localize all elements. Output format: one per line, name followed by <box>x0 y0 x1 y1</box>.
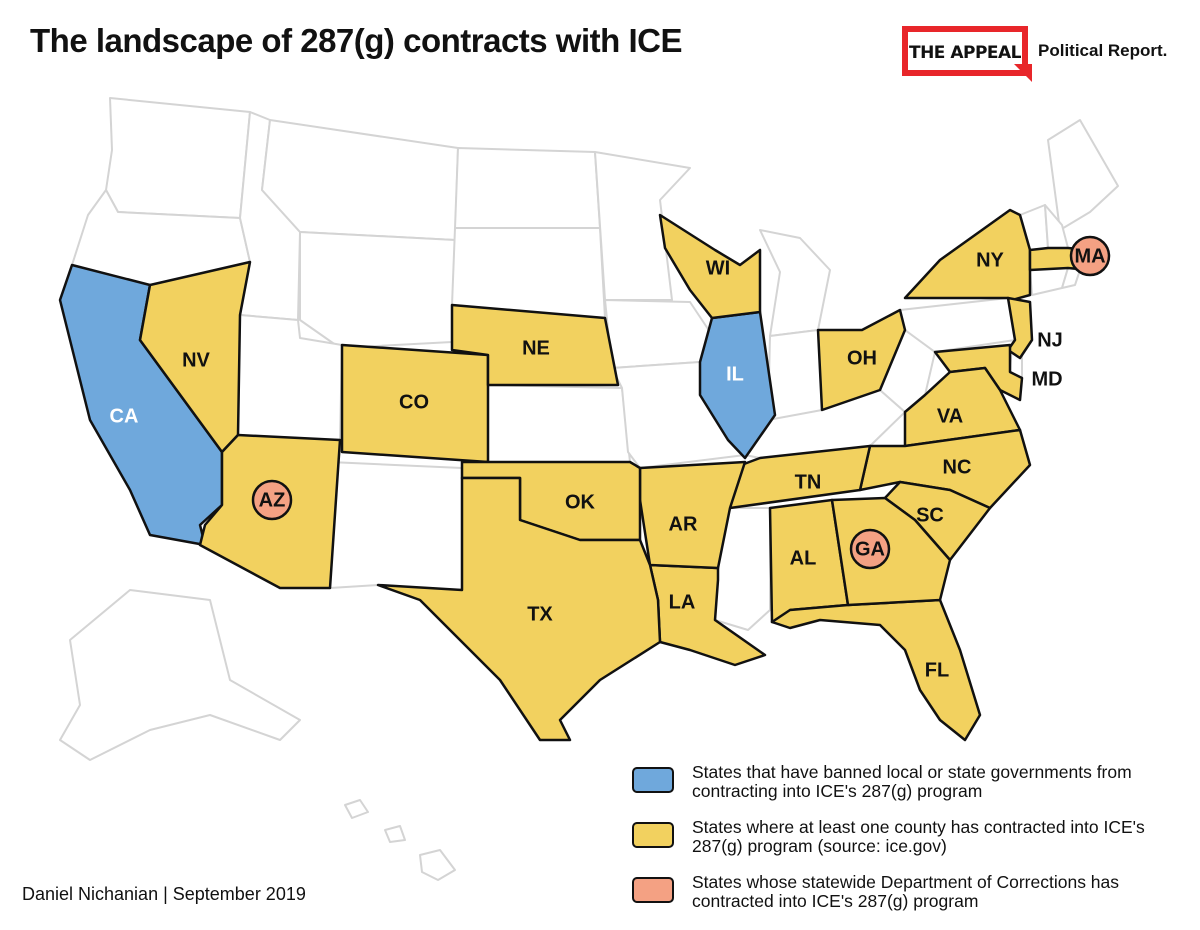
map-states <box>58 208 1092 742</box>
state-label-ga: GA <box>855 538 885 560</box>
legend-item-county: States where at least one county has con… <box>632 817 1192 874</box>
legend-text-county: States where at least one county has con… <box>692 817 1145 856</box>
state-label-al: AL <box>790 547 817 569</box>
map-labels: CA IL NV CO NE WI OH NY NJ MD VA NC TN SC AL FL LA AR OK TX… <box>110 245 1106 681</box>
state-label-ca: CA <box>110 405 139 427</box>
state-label-nc: NC <box>943 456 972 478</box>
state-shape-mt <box>261 119 459 241</box>
brand-subtitle: Political Report. <box>1038 41 1168 60</box>
state-label-ar: AR <box>669 513 698 535</box>
state-shape-nd <box>454 147 601 229</box>
statewide-marker-ga <box>849 528 891 570</box>
statewide-marker-az <box>251 479 293 521</box>
state-shape-ny <box>903 208 1032 302</box>
state-label-ny: NY <box>976 249 1004 271</box>
legend-text-banned: States that have banned local or state g… <box>692 762 1132 801</box>
state-shape-ks <box>487 384 631 463</box>
legend-text-statewide: States whose statewide Department of Cor… <box>692 872 1120 911</box>
state-label-co: CO <box>399 391 429 413</box>
brand-logo-box: THE APPEAL <box>902 26 1028 76</box>
legend-swatch-banned <box>632 767 674 793</box>
state-shape-wy <box>299 231 456 349</box>
state-label-wi: WI <box>706 257 730 279</box>
state-label-ma: MA <box>1074 245 1105 267</box>
state-label-oh: OH <box>847 347 877 369</box>
state-label-tx: TX <box>527 603 553 625</box>
map-statewide-circles <box>251 235 1111 570</box>
legend-item-statewide: States whose statewide Department of Cor… <box>632 872 1192 929</box>
state-shape-ne <box>450 303 620 387</box>
state-shape-hi <box>344 799 456 881</box>
state-label-ok: OK <box>565 491 596 513</box>
state-shape-ak <box>59 589 301 761</box>
state-shape-ct <box>1029 267 1069 296</box>
credit-line: Daniel Nichanian | September 2019 <box>22 884 306 904</box>
state-label-la: LA <box>669 591 696 613</box>
state-shape-wi <box>658 213 762 320</box>
state-shape-ga <box>830 496 952 607</box>
legend-swatch-statewide <box>632 877 674 903</box>
state-shape-tx <box>376 476 662 742</box>
page-title: The landscape of 287(g) contracts with I… <box>30 22 682 59</box>
state-shape-oh <box>816 308 907 412</box>
state-label-tn: TN <box>795 471 822 493</box>
state-shape-sd <box>451 227 606 319</box>
state-label-az: AZ <box>259 489 286 511</box>
state-label-fl: FL <box>925 659 949 681</box>
statewide-marker-ma <box>1069 235 1111 277</box>
map-base <box>59 97 1119 881</box>
brand-logo: THE APPEAL Political Report. <box>902 26 1172 82</box>
state-shape-mi <box>759 229 831 337</box>
legend: States that have banned local or state g… <box>632 762 1192 930</box>
legend-swatch-county <box>632 822 674 848</box>
state-label-md: MD <box>1031 368 1062 390</box>
state-shape-nj <box>1006 296 1034 360</box>
state-label-il: IL <box>726 363 744 385</box>
state-label-nj: NJ <box>1037 329 1063 351</box>
state-shape-nm <box>329 461 463 591</box>
legend-item-banned: States that have banned local or state g… <box>632 762 1192 819</box>
state-label-va: VA <box>937 405 963 427</box>
state-label-sc: SC <box>916 504 944 526</box>
state-shape-ia <box>604 299 713 369</box>
state-shape-me <box>1047 119 1119 231</box>
state-label-nv: NV <box>182 349 210 371</box>
state-shape-wa <box>105 97 251 219</box>
brand-logo-text: THE APPEAL <box>908 43 1022 63</box>
state-label-ne: NE <box>522 337 550 359</box>
state-shape-il <box>698 310 777 460</box>
